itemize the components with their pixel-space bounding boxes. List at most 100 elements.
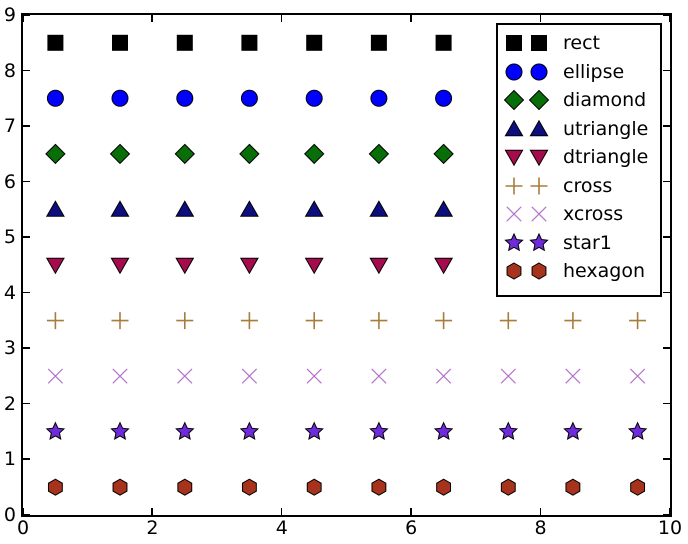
utriangle-marker <box>304 200 324 217</box>
xcross-marker <box>306 368 322 384</box>
y-tick-label: 3 <box>3 337 16 360</box>
x-tick-top <box>539 15 542 22</box>
x-tick-label: 6 <box>405 517 418 539</box>
x-tick <box>280 508 283 515</box>
diamond-legend-icon <box>503 90 525 111</box>
x-tick <box>669 508 671 515</box>
hexagon-marker <box>630 478 646 496</box>
legend-label: rect <box>563 32 600 55</box>
hexagon-legend-icon <box>531 262 547 280</box>
y-tick-right <box>663 402 670 405</box>
diamond-marker <box>368 143 390 165</box>
hexagon-marker <box>436 478 452 496</box>
x-tick-label: 10 <box>657 517 683 539</box>
dtriangle-marker <box>45 257 65 275</box>
cross-marker <box>370 312 388 330</box>
star1-marker <box>45 421 66 440</box>
star1-legend-icon <box>529 232 549 252</box>
x-tick-label: 2 <box>146 517 159 539</box>
legend-label: hexagon <box>563 260 646 283</box>
rect-marker <box>176 34 193 51</box>
utriangle-legend-icon <box>504 119 524 137</box>
hexagon-marker <box>500 478 516 496</box>
y-tick-right <box>663 347 670 349</box>
ellipse-marker <box>305 89 323 107</box>
cross-marker <box>305 312 323 330</box>
rect-marker <box>306 34 323 51</box>
dtriangle-legend-icon <box>529 149 549 167</box>
rect-marker <box>370 34 387 51</box>
diamond-marker <box>45 143 66 165</box>
y-tick-right <box>663 291 670 294</box>
legend-entry-utriangle: utriangle <box>498 115 660 144</box>
y-tick-right <box>663 125 670 127</box>
x-tick-label: 0 <box>16 517 30 539</box>
x-tick-label: 4 <box>275 517 288 539</box>
y-tick-label: 1 <box>3 448 16 471</box>
hexagon-marker <box>371 478 387 496</box>
legend: rect ellipse diamond utriangle dtriangle cros… <box>496 23 662 297</box>
y-tick-label: 8 <box>3 59 16 82</box>
ellipse-marker <box>46 89 64 107</box>
y-tick-right <box>663 458 670 460</box>
y-tick <box>23 14 30 16</box>
cross-marker <box>46 312 64 330</box>
x-tick-top <box>22 15 24 22</box>
legend-entry-ellipse: ellipse <box>498 58 660 87</box>
utriangle-marker <box>45 200 65 217</box>
ellipse-marker <box>435 89 453 107</box>
y-tick <box>23 514 30 516</box>
y-tick-label: 5 <box>3 226 16 249</box>
xcross-marker <box>371 368 387 384</box>
x-tick <box>22 508 24 515</box>
star1-marker <box>175 421 195 440</box>
y-tick <box>23 236 30 238</box>
utriangle-legend-icon <box>529 119 549 137</box>
ellipse-legend-icon <box>505 63 523 81</box>
ellipse-legend-icon <box>530 63 548 81</box>
xcross-marker <box>629 368 646 384</box>
star1-marker <box>433 421 454 440</box>
star1-marker <box>369 421 389 440</box>
y-tick-label: 9 <box>3 4 16 26</box>
dtriangle-marker <box>175 257 195 275</box>
ellipse-marker <box>240 89 258 107</box>
diamond-marker <box>433 143 454 165</box>
cross-marker <box>176 312 194 330</box>
y-tick-right <box>663 514 670 516</box>
rect-marker <box>112 34 128 51</box>
star1-marker <box>563 421 583 440</box>
diamond-marker <box>109 143 131 165</box>
dtriangle-marker <box>304 257 324 275</box>
y-tick-label: 0 <box>3 504 16 526</box>
y-tick-right <box>663 14 670 16</box>
y-tick-right <box>663 180 670 183</box>
legend-label: utriangle <box>563 117 649 140</box>
xcross-marker <box>500 368 516 384</box>
y-tick-label: 4 <box>3 281 16 304</box>
utriangle-marker <box>434 200 454 217</box>
star1-marker <box>110 421 130 440</box>
y-tick <box>23 291 30 294</box>
y-tick <box>23 458 30 460</box>
cross-legend-icon <box>505 177 523 195</box>
dtriangle-legend-icon <box>504 149 524 167</box>
y-tick-label: 7 <box>3 115 16 138</box>
x-tick-top <box>151 15 153 22</box>
x-tick-top <box>669 15 671 22</box>
x-tick <box>539 508 542 515</box>
xcross-marker <box>177 368 193 384</box>
x-tick-top <box>280 15 283 22</box>
hexagon-marker <box>306 478 322 496</box>
star1-marker <box>498 421 519 440</box>
ellipse-marker <box>111 89 129 107</box>
dtriangle-marker <box>369 257 389 275</box>
ellipse-marker <box>370 89 388 107</box>
legend-entry-rect: rect <box>498 29 660 58</box>
hexagon-marker <box>241 478 257 496</box>
star1-marker <box>304 421 324 440</box>
legend-entry-star1: star1 <box>498 229 660 258</box>
star1-marker <box>239 421 260 440</box>
rect-marker <box>435 34 452 51</box>
